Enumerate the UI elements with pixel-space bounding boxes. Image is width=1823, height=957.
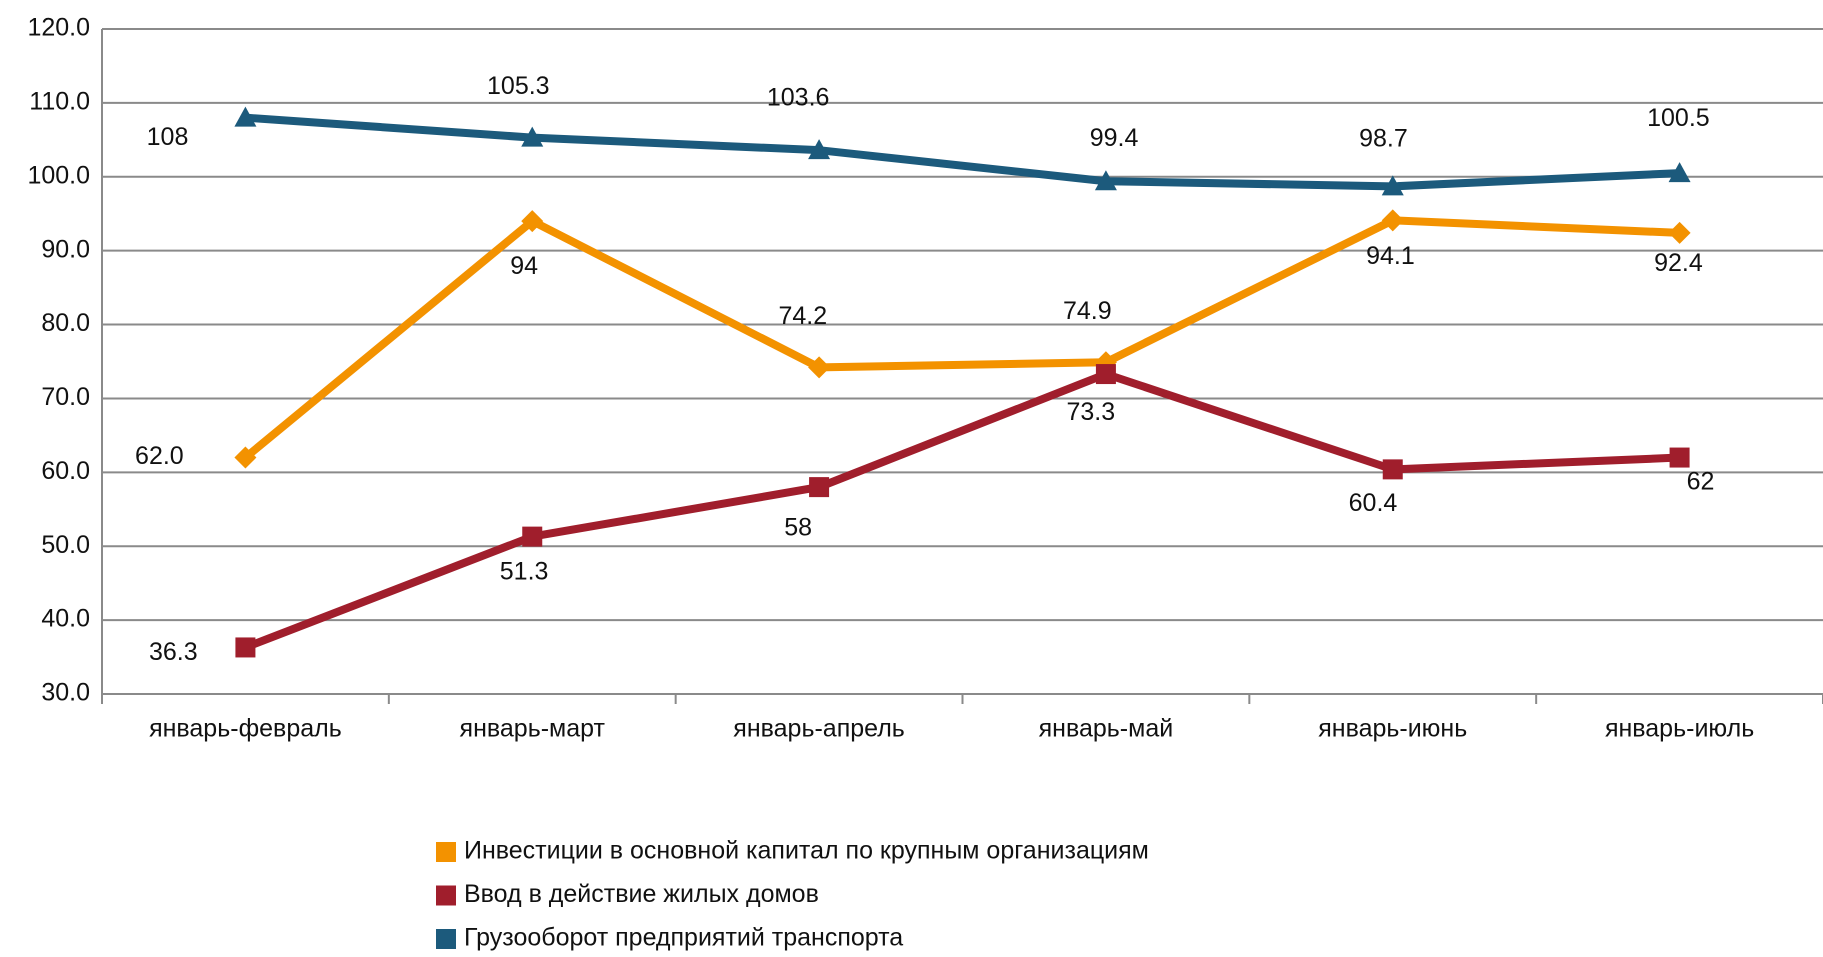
data-label: 62 bbox=[1687, 468, 1715, 496]
point-marker bbox=[1381, 175, 1404, 196]
point-marker bbox=[1094, 170, 1117, 191]
point-marker bbox=[1668, 221, 1691, 244]
legend-label: Инвестиции в основной капитал по крупным… bbox=[464, 837, 1149, 865]
point-marker bbox=[1382, 459, 1403, 480]
data-label: 94.1 bbox=[1366, 242, 1415, 270]
point-marker bbox=[1095, 364, 1116, 385]
data-label: 58 bbox=[784, 514, 812, 542]
data-label: 108 bbox=[147, 123, 189, 151]
point-marker bbox=[1668, 162, 1691, 183]
point-marker bbox=[1669, 447, 1690, 468]
point-marker bbox=[234, 106, 257, 127]
y-tick-label: 40.0 bbox=[41, 605, 90, 633]
data-label: 94 bbox=[510, 252, 538, 280]
series-line bbox=[243, 370, 1680, 652]
point-marker bbox=[521, 126, 544, 147]
series-line bbox=[242, 216, 1680, 461]
y-tick-label: 70.0 bbox=[41, 383, 90, 411]
y-tick-label: 110.0 bbox=[29, 87, 90, 115]
x-tick-label: январь-июль bbox=[1605, 715, 1754, 743]
data-label: 62.0 bbox=[135, 442, 184, 470]
data-label: 100.5 bbox=[1647, 104, 1710, 132]
x-tick-label: январь-апрель bbox=[733, 715, 905, 743]
x-tick-label: январь-февраль bbox=[149, 715, 342, 743]
data-label: 92.4 bbox=[1654, 249, 1703, 277]
y-tick-label: 50.0 bbox=[41, 531, 90, 559]
point-marker bbox=[521, 210, 544, 233]
x-tick-label: январь-июнь bbox=[1318, 715, 1467, 743]
x-tick-label: январь-март bbox=[460, 715, 606, 743]
y-tick-label: 120.0 bbox=[27, 14, 90, 42]
y-tick-label: 60.0 bbox=[41, 457, 90, 485]
legend-label: Ввод в действие жилых домов bbox=[464, 880, 819, 908]
point-marker bbox=[234, 446, 257, 469]
data-label: 99.4 bbox=[1090, 124, 1139, 152]
data-label: 51.3 bbox=[500, 557, 549, 585]
point-marker bbox=[808, 139, 831, 160]
legend-label: Грузооборот предприятий транспорта bbox=[464, 924, 903, 952]
data-label: 60.4 bbox=[1349, 489, 1398, 517]
data-label: 74.9 bbox=[1063, 297, 1112, 325]
y-tick-label: 90.0 bbox=[41, 235, 90, 263]
data-label: 73.3 bbox=[1066, 398, 1115, 426]
data-label: 105.3 bbox=[487, 72, 550, 100]
data-label: 36.3 bbox=[149, 638, 198, 666]
legend-swatch bbox=[436, 929, 456, 949]
data-label: 98.7 bbox=[1359, 124, 1408, 152]
legend-swatch bbox=[436, 885, 456, 906]
y-tick-label: 100.0 bbox=[27, 161, 90, 189]
point-marker bbox=[235, 637, 256, 658]
point-marker bbox=[808, 356, 831, 379]
point-marker bbox=[809, 477, 830, 498]
data-label: 74.2 bbox=[778, 302, 827, 330]
point-marker bbox=[522, 526, 543, 547]
y-tick-label: 30.0 bbox=[41, 679, 90, 707]
y-tick-label: 80.0 bbox=[41, 309, 90, 337]
x-tick-label: январь-май bbox=[1039, 715, 1174, 743]
data-label: 103.6 bbox=[767, 84, 830, 112]
legend-swatch bbox=[436, 842, 456, 862]
series-line bbox=[245, 113, 1680, 191]
point-marker bbox=[1381, 209, 1404, 232]
